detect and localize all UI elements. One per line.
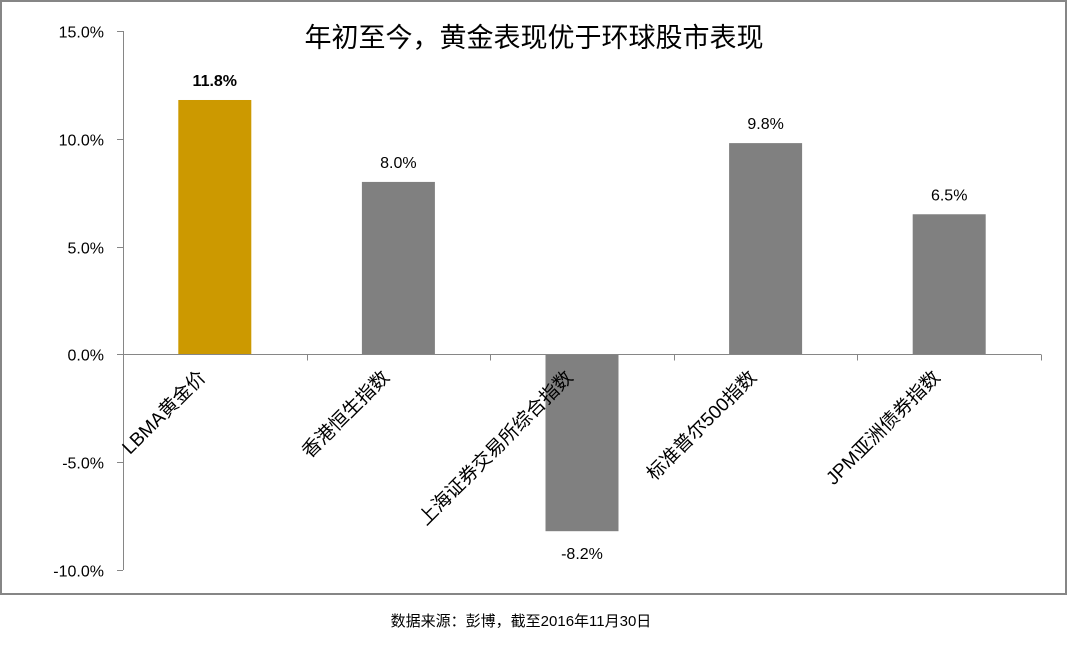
chart-border [0, 0, 1067, 595]
source-note: 数据来源：彭博，截至2016年11月30日 [391, 613, 652, 630]
y-tick-label: 15.0% [59, 25, 104, 42]
data-label-3: 9.8% [747, 116, 783, 133]
bar-3 [729, 143, 803, 355]
y-tick-label: 5.0% [68, 241, 104, 258]
bars [178, 99, 986, 532]
data-label-0: 11.8% [193, 73, 237, 90]
y-tick-label: -5.0% [62, 456, 104, 473]
data-label-1: 8.0% [380, 155, 416, 172]
bar-4 [912, 214, 986, 355]
y-tick-label: -10.0% [53, 564, 104, 581]
y-axis: 15.0% 10.0% 5.0% 0.0% -5.0% -10.0% [53, 25, 124, 581]
data-labels: 11.8% 8.0% -8.2% 9.8% 6.5% [193, 73, 968, 563]
bar-1 [361, 181, 435, 355]
bar-2 [545, 354, 619, 532]
x-axis [123, 354, 1042, 361]
data-label-4: 6.5% [931, 187, 967, 204]
bar-0 [178, 99, 252, 355]
y-tick-label: 10.0% [59, 133, 104, 150]
y-tick-label: 0.0% [68, 348, 104, 365]
chart-title: 年初至今，黄金表现优于环球股市表现 [305, 23, 764, 54]
data-label-2: -8.2% [561, 546, 603, 563]
